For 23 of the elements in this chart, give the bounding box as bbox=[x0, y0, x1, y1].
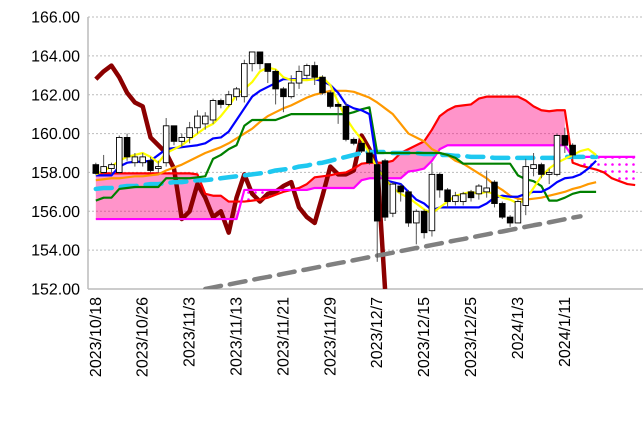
x-tick-label: 2023/10/26 bbox=[134, 296, 152, 378]
candlestick bbox=[366, 148, 373, 166]
x-tick-label: 2024/1/3 bbox=[510, 296, 527, 360]
y-tick-label: 160.00 bbox=[31, 126, 80, 144]
y-tick-label: 152.00 bbox=[31, 282, 80, 299]
x-tick-label: 2023/12/15 bbox=[416, 296, 434, 378]
y-tick-label: 156.00 bbox=[31, 204, 80, 221]
x-tick-label: 2023/12/7 bbox=[369, 296, 386, 368]
y-tick-label: 154.00 bbox=[31, 242, 80, 260]
x-tick-label: 2024/1/11 bbox=[556, 296, 574, 367]
y-tick-label: 166.00 bbox=[31, 10, 80, 27]
y-tick-label: 158.00 bbox=[31, 165, 80, 182]
x-tick-label: 2023/11/3 bbox=[182, 296, 199, 367]
x-tick-label: 2023/11/13 bbox=[228, 296, 246, 376]
line-series bbox=[94, 106, 598, 202]
x-tick-label: 2023/11/29 bbox=[322, 296, 340, 376]
y-tick-label: 162.00 bbox=[31, 87, 80, 104]
x-tick-label: 2023/11/21 bbox=[275, 296, 292, 376]
line-series bbox=[94, 150, 598, 192]
line-series bbox=[203, 214, 583, 289]
x-tick-label: 2023/10/18 bbox=[88, 296, 105, 378]
y-tick-label: 164.00 bbox=[31, 48, 80, 66]
x-tick-label: 2023/12/25 bbox=[463, 296, 480, 378]
